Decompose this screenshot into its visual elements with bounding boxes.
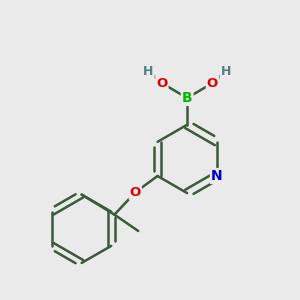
Text: N: N [211, 169, 223, 183]
Text: H: H [143, 65, 154, 78]
Text: B: B [182, 91, 193, 105]
Text: O: O [156, 76, 167, 90]
Text: O: O [207, 76, 218, 90]
Text: O: O [130, 186, 141, 199]
Text: H: H [220, 65, 231, 78]
